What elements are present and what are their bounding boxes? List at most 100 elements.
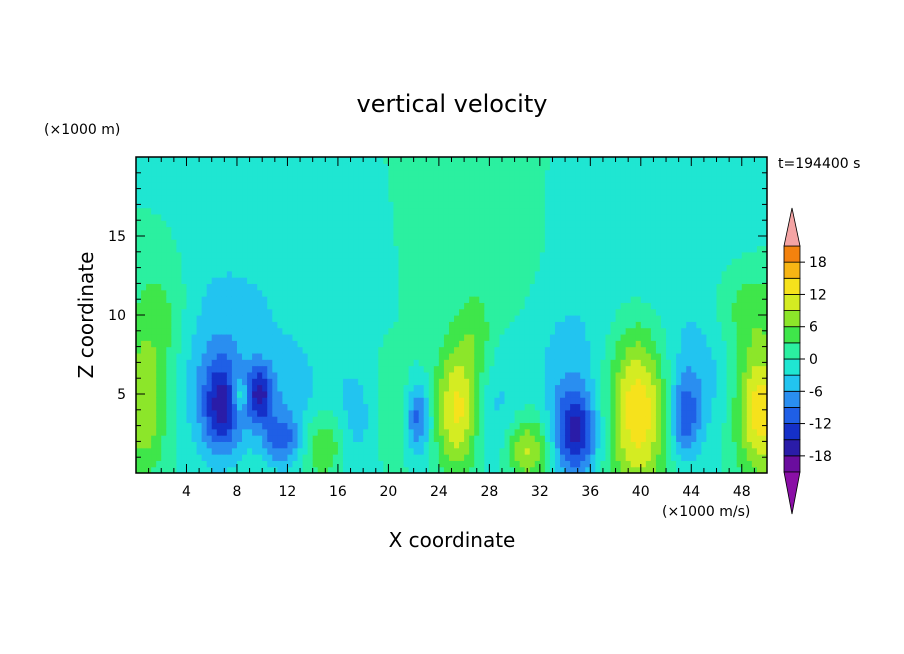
heatmap-cell	[585, 213, 591, 221]
heatmap-cell	[479, 397, 485, 405]
heatmap-cell	[408, 403, 415, 411]
heatmap-cell	[252, 371, 258, 379]
heatmap-cell	[398, 251, 405, 259]
heatmap-cell	[580, 182, 586, 190]
heatmap-cell	[373, 333, 379, 341]
heatmap-cell	[610, 441, 617, 449]
heatmap-cell	[312, 346, 319, 354]
heatmap-cell	[277, 409, 283, 417]
heatmap-cell	[595, 441, 602, 449]
heatmap-cell	[539, 207, 546, 215]
heatmap-cell	[519, 251, 526, 259]
heatmap-cell	[418, 428, 425, 436]
heatmap-cell	[267, 359, 273, 367]
heatmap-cell	[262, 428, 268, 436]
heatmap-cell	[327, 422, 334, 430]
heatmap-cell	[186, 384, 193, 392]
heatmap-cell	[499, 175, 506, 183]
heatmap-cell	[544, 264, 551, 272]
heatmap-cell	[403, 397, 410, 405]
heatmap-cell	[363, 283, 369, 291]
heatmap-cell	[423, 447, 430, 455]
heatmap-cell	[428, 422, 435, 430]
heatmap-cell	[247, 251, 253, 259]
heatmap-cell	[176, 264, 183, 272]
heatmap-cell	[534, 302, 541, 310]
heatmap-cell	[342, 466, 349, 473]
heatmap-cell	[570, 220, 576, 228]
heatmap-cell	[267, 283, 273, 291]
heatmap-cell	[418, 416, 425, 424]
heatmap-cell	[509, 302, 516, 310]
heatmap-cell	[393, 270, 400, 278]
heatmap-cell	[539, 422, 546, 430]
heatmap-cell	[580, 454, 586, 461]
heatmap-cell	[257, 428, 263, 436]
heatmap-cell	[191, 365, 198, 373]
heatmap-cell	[590, 239, 596, 247]
heatmap-cell	[519, 296, 526, 303]
heatmap-cell	[459, 390, 465, 398]
heatmap-cell	[242, 226, 248, 234]
heatmap-cell	[272, 378, 278, 386]
heatmap-cell	[499, 296, 506, 303]
heatmap-cell	[221, 245, 228, 253]
heatmap-cell	[393, 169, 400, 177]
heatmap-cell	[615, 232, 622, 240]
heatmap-cell	[554, 371, 561, 379]
heatmap-cell	[393, 201, 400, 209]
heatmap-cell	[544, 188, 551, 196]
heatmap-cell	[151, 201, 157, 209]
heatmap-cell	[317, 441, 324, 449]
heatmap-cell	[226, 378, 233, 386]
heatmap-cell	[181, 226, 188, 234]
heatmap-cell	[337, 201, 344, 209]
heatmap-cell	[151, 220, 157, 228]
heatmap-cell	[554, 447, 561, 455]
heatmap-cell	[554, 466, 561, 473]
heatmap-cell	[549, 251, 556, 259]
heatmap-cell	[464, 378, 470, 386]
heatmap-cell	[337, 384, 344, 392]
heatmap-cell	[236, 201, 243, 209]
heatmap-cell	[388, 264, 395, 272]
heatmap-cell	[358, 365, 364, 373]
heatmap-cell	[368, 352, 374, 360]
heatmap-cell	[373, 296, 379, 303]
heatmap-cell	[383, 371, 389, 379]
heatmap-cell	[504, 194, 511, 202]
heatmap-cell	[378, 365, 384, 373]
heatmap-cell	[272, 296, 278, 303]
heatmap-cell	[151, 340, 157, 348]
heatmap-cell	[342, 441, 349, 449]
heatmap-cell	[176, 283, 183, 291]
heatmap-cell	[560, 321, 566, 329]
heatmap-cell	[216, 409, 223, 417]
heatmap-cell	[211, 258, 218, 266]
heatmap-cell	[307, 226, 314, 234]
heatmap-cell	[176, 346, 183, 354]
heatmap-cell	[448, 251, 455, 259]
heatmap-cell	[423, 213, 430, 221]
heatmap-cell	[257, 207, 263, 215]
heatmap-cell	[489, 226, 496, 234]
heatmap-cell	[549, 346, 556, 354]
heatmap-cell	[519, 403, 526, 411]
heatmap-cell	[428, 460, 435, 468]
heatmap-cell	[292, 270, 299, 278]
heatmap-cell	[590, 428, 596, 436]
heatmap-cell	[544, 422, 551, 430]
heatmap-cell	[221, 390, 228, 398]
heatmap-cell	[206, 435, 213, 442]
heatmap-cell	[403, 321, 410, 329]
heatmap-cell	[322, 188, 329, 196]
heatmap-cell	[368, 289, 374, 297]
heatmap-cell	[317, 333, 324, 341]
heatmap-cell	[242, 315, 248, 322]
heatmap-cell	[443, 188, 450, 196]
heatmap-cell	[226, 397, 233, 405]
heatmap-cell	[459, 296, 465, 303]
heatmap-cell	[544, 182, 551, 190]
heatmap-cell	[560, 384, 566, 392]
heatmap-cell	[277, 194, 283, 202]
